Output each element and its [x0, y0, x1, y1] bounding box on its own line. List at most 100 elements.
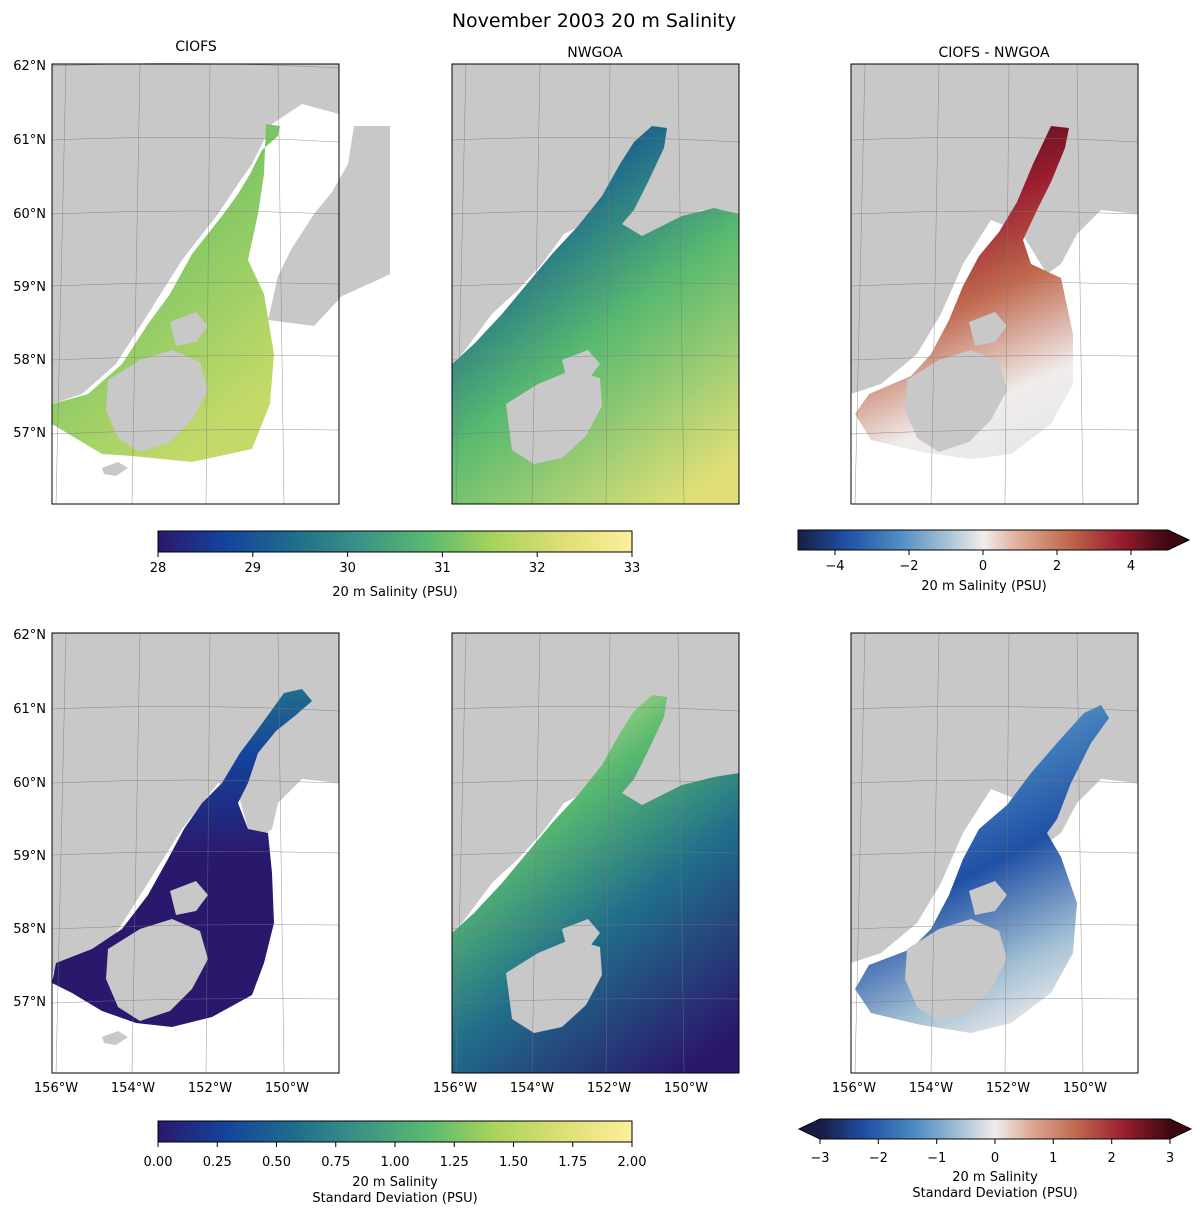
colorbar-gradient: [157, 1120, 633, 1143]
lon-label: 150°W: [1063, 1081, 1107, 1096]
colorbar-tick-label: 0: [991, 1151, 999, 1166]
column-title-ciofs: CIOFS: [175, 39, 217, 55]
lon-label: 152°W: [587, 1081, 631, 1096]
lon-label: 154°W: [111, 1081, 155, 1096]
colorbar-salinity: 28 29 30 31 32 33 20 m Salinity (PSU): [150, 530, 640, 600]
colorbar-tick-label: 0.25: [203, 1155, 232, 1170]
graticule: [451, 63, 740, 505]
column-title-nwgoa: NWGOA: [567, 45, 623, 61]
colorbar-tick-label: −2: [899, 559, 918, 574]
colorbar-tick-label: 0.50: [262, 1155, 291, 1170]
colorbar-tick-label: −4: [825, 559, 844, 574]
map-panel-difference-std: [850, 632, 1139, 1074]
colorbar-gradient: [157, 530, 633, 553]
colorbar-tick-label: 2: [1108, 1151, 1116, 1166]
lon-labels-difference: 156°W 154°W 152°W 150°W: [832, 1081, 1107, 1096]
lon-label: 152°W: [188, 1081, 232, 1096]
colorbar-outline: [797, 529, 1191, 551]
map-panel-nwgoa-std: [451, 632, 740, 1074]
panel-frame: [850, 63, 1139, 505]
colorbar-ticks: [819, 1139, 1171, 1144]
panel-frame: [451, 63, 740, 505]
colorbar-tick-label: 29: [245, 561, 262, 576]
panel-frame: [51, 63, 340, 505]
lat-label: 61°N: [13, 133, 46, 148]
lon-label: 150°W: [265, 1081, 309, 1096]
colorbar-label-line1: 20 m Salinity: [952, 1170, 1038, 1185]
colorbar-extend-min: [799, 1119, 820, 1139]
colorbar-ticks: [834, 550, 1132, 555]
colorbar-salinity-std: 0.00 0.25 0.50 0.75 1.00 1.25 1.50 1.75 …: [144, 1120, 647, 1206]
colorbar-label-line2: Standard Deviation (PSU): [312, 1191, 477, 1206]
lat-label: 62°N: [13, 59, 46, 74]
colorbar-label: 20 m Salinity (PSU): [921, 579, 1046, 594]
lat-label: 58°N: [13, 922, 46, 937]
graticule: [51, 632, 340, 1074]
lon-label: 156°W: [34, 1081, 78, 1096]
colorbar-tick-label: 1.75: [558, 1155, 587, 1170]
lon-label: 156°W: [433, 1081, 477, 1096]
colorbar-extend-max: [1168, 530, 1189, 550]
colorbar-tick-label: 1.25: [440, 1155, 469, 1170]
salinity-field: [52, 124, 280, 462]
colorbar-ticks: [157, 552, 633, 557]
lon-label: 156°W: [832, 1081, 876, 1096]
colorbar-tick-label: 3: [1166, 1151, 1174, 1166]
column-title-difference: CIOFS - NWGOA: [938, 45, 1050, 61]
colorbar-tick-label: 0: [979, 559, 987, 574]
lat-label: 62°N: [13, 628, 46, 643]
colorbar-tick-label: −1: [927, 1151, 946, 1166]
lon-labels-ciofs: 156°W 154°W 152°W 150°W: [34, 1081, 309, 1096]
colorbar-tick-label: 1.50: [499, 1155, 528, 1170]
panel-frame: [51, 632, 340, 1074]
colorbar-extend-max: [1170, 1119, 1191, 1139]
lat-label: 61°N: [13, 702, 46, 717]
lon-label: 154°W: [909, 1081, 953, 1096]
map-panel-ciofs-salinity: [51, 63, 390, 505]
colorbar-gradient: [798, 530, 1168, 550]
colorbar-tick-label: 30: [339, 561, 356, 576]
map-panel-difference-salinity: [850, 63, 1139, 505]
colorbar-tick-label: 1: [1049, 1151, 1057, 1166]
lat-label: 60°N: [13, 776, 46, 791]
graticule: [451, 632, 740, 1074]
colorbar-tick-label: 2.00: [618, 1155, 647, 1170]
colorbar-tick-label: 4: [1127, 559, 1135, 574]
colorbar-tick-label: 0.00: [144, 1155, 173, 1170]
lon-label: 150°W: [664, 1081, 708, 1096]
colorbar-tick-label: 31: [434, 561, 451, 576]
lat-label: 57°N: [13, 995, 46, 1010]
colorbar-salinity-difference: −4 −2 0 2 4 20 m Salinity (PSU): [797, 529, 1191, 594]
salinity-std-field: [52, 689, 312, 1027]
land-trinity-islands: [102, 1031, 128, 1045]
lat-label: 57°N: [13, 426, 46, 441]
graticule: [850, 632, 1139, 1074]
colorbar-salinity-std-difference: −3 −2 −1 0 1 2 3 20 m Salinity Standard …: [797, 1118, 1193, 1201]
graticule: [850, 63, 1139, 505]
map-panel-ciofs-std: [51, 632, 340, 1074]
land-mainland: [851, 633, 1138, 963]
lat-label: 59°N: [13, 280, 46, 295]
lat-label: 60°N: [13, 207, 46, 222]
panel-frame: [850, 632, 1139, 1074]
lon-labels-nwgoa: 156°W 154°W 152°W 150°W: [433, 1081, 708, 1096]
colorbar-tick-label: −3: [810, 1151, 829, 1166]
salinity-difference-field: [855, 126, 1073, 459]
colorbar-label-line2: Standard Deviation (PSU): [912, 1186, 1077, 1201]
colorbar-tick-label: 2: [1053, 559, 1061, 574]
colorbar-tick-label: 28: [150, 561, 167, 576]
figure-title: November 2003 20 m Salinity: [452, 10, 736, 32]
colorbar-label: 20 m Salinity (PSU): [332, 585, 457, 600]
lat-labels-bottom: 62°N 61°N 60°N 59°N 58°N 57°N: [13, 628, 46, 1010]
colorbar-gradient: [820, 1119, 1170, 1139]
map-panel-nwgoa-salinity: [451, 63, 740, 505]
colorbar-tick-label: 32: [529, 561, 546, 576]
colorbar-label-line1: 20 m Salinity: [352, 1175, 438, 1190]
land-mainland: [851, 64, 1138, 394]
lat-label: 58°N: [13, 353, 46, 368]
colorbar-tick-label: 0.75: [321, 1155, 350, 1170]
lon-label: 154°W: [510, 1081, 554, 1096]
land-afognak: [562, 350, 600, 384]
lon-label: 152°W: [986, 1081, 1030, 1096]
